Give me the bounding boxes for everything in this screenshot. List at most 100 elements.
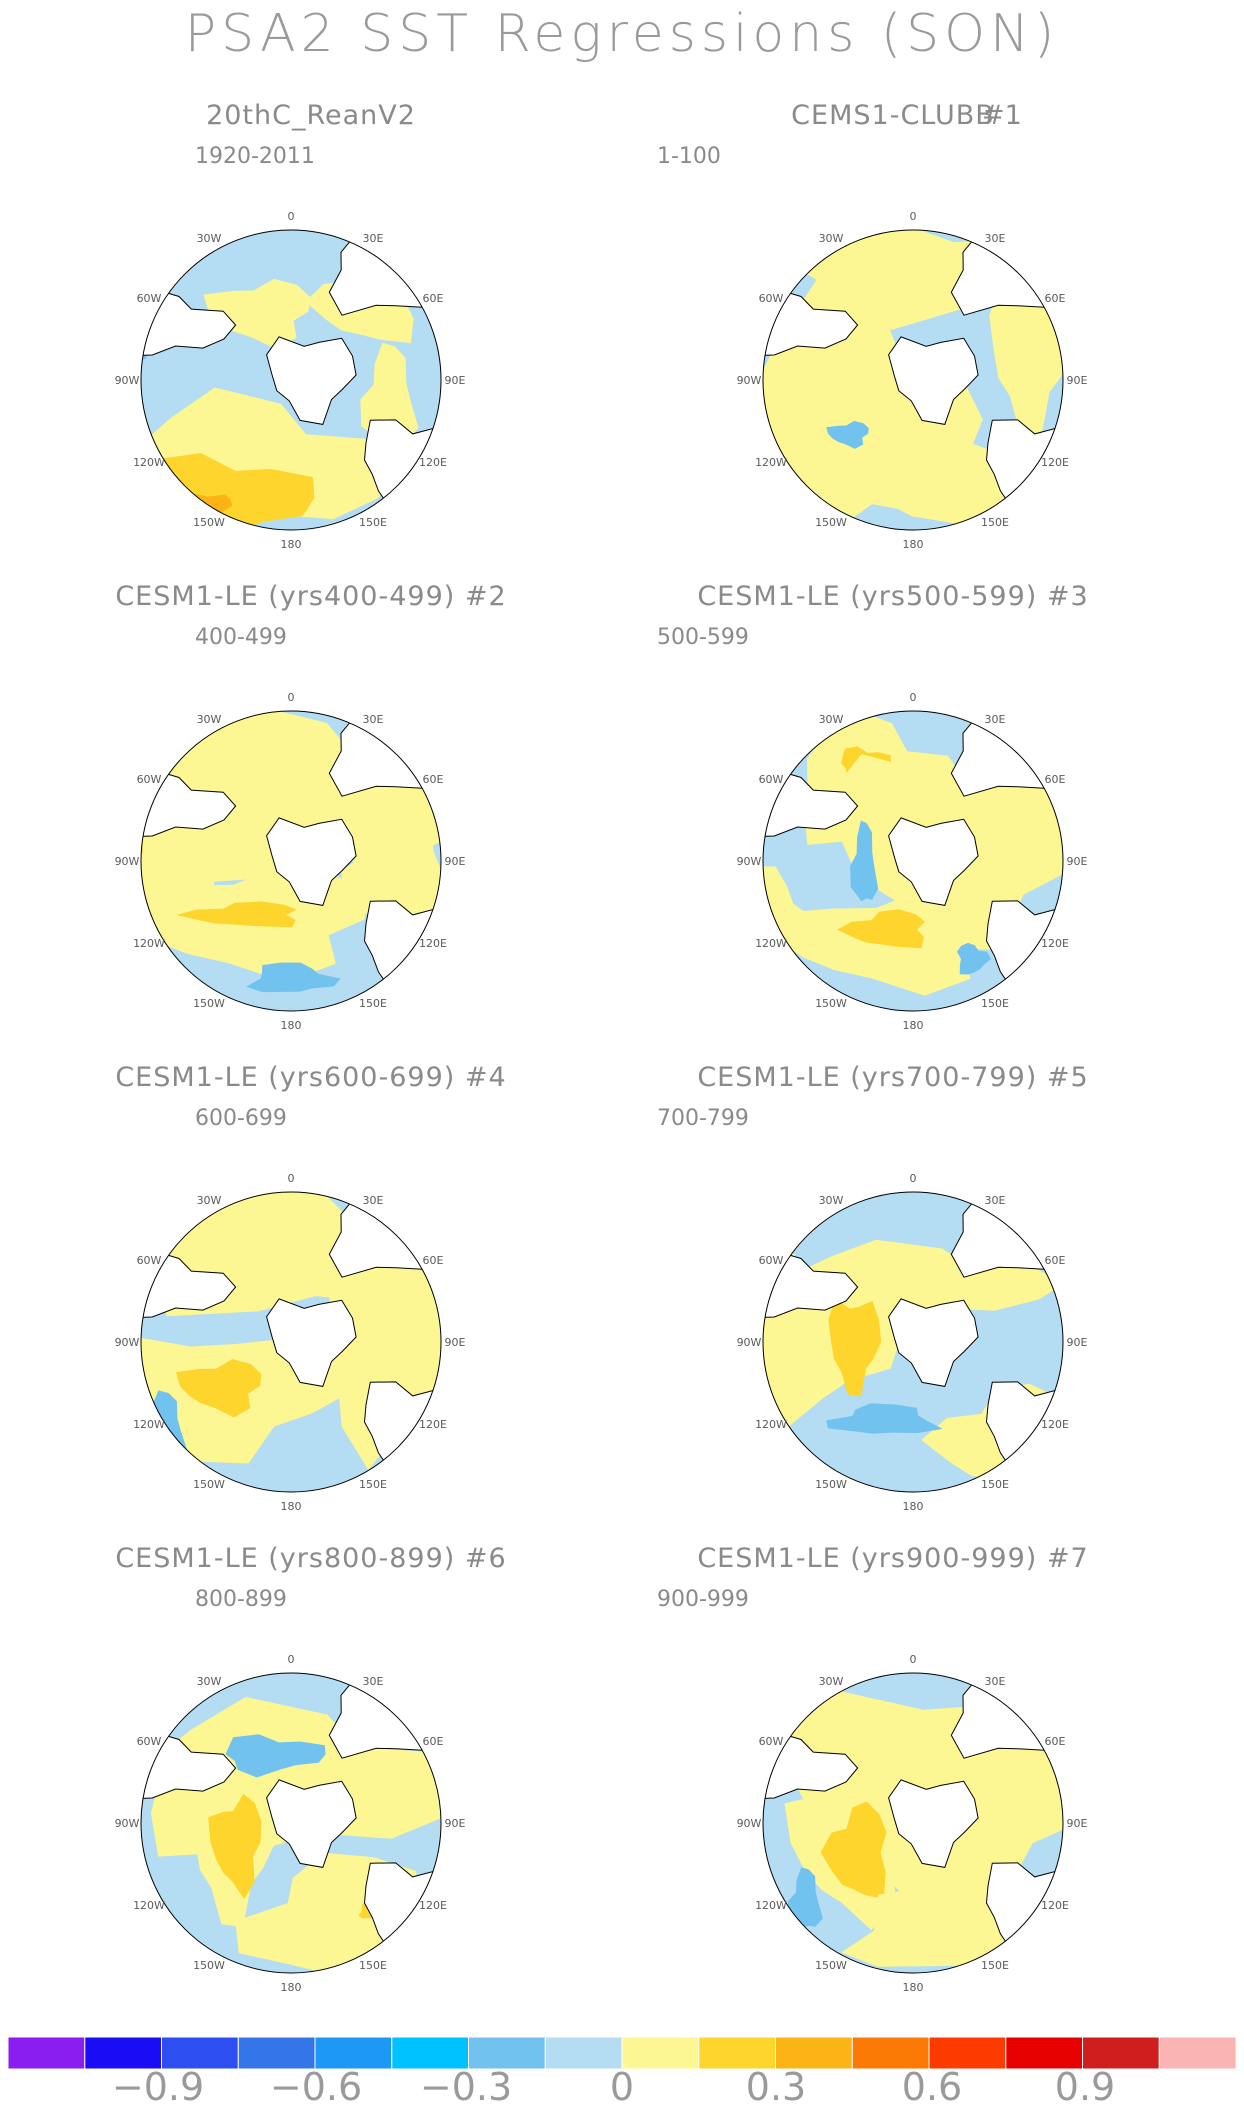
- longitude-label: 30E: [363, 1194, 384, 1207]
- anomaly-field: [763, 711, 1063, 1011]
- longitude-label: 90E: [445, 1336, 466, 1349]
- anomaly-patch: [94, 1765, 138, 1895]
- panel-title: 20thC_ReanV2: [206, 100, 416, 131]
- colorbar-tick-label: 0: [609, 2065, 635, 2109]
- longitude-label: 60E: [1045, 773, 1066, 786]
- longitude-label: 90W: [115, 1817, 140, 1830]
- land-antarctica: [266, 817, 357, 906]
- anomaly-patch: [176, 901, 298, 928]
- colorbar-swatch: [698, 2036, 777, 2070]
- colorbar: [7, 2036, 1237, 2070]
- map-boundary: [762, 710, 1064, 1012]
- anomaly-field: [141, 230, 441, 530]
- longitude-label: 0: [910, 210, 917, 223]
- colorbar-swatch: [237, 2036, 316, 2070]
- longitude-label: 90W: [737, 855, 762, 868]
- colorbar-swatch: [621, 2036, 700, 2070]
- anomaly-patch: [246, 962, 341, 993]
- map-boundary: [140, 1191, 442, 1493]
- panel-le7: CESM1-LE (yrs900-999) #7 900-999 0 30E 60E…: [622, 1543, 1244, 2023]
- longitude-label: 120E: [1041, 1899, 1069, 1912]
- land-antarctica: [266, 1298, 357, 1387]
- panel-le3: CESM1-LE (yrs500-599) #3 500-599 0 30E 60E…: [622, 581, 1244, 1061]
- colorbar-tick-label: 0.6: [901, 2065, 963, 2109]
- colorbar-tick-label: 0.9: [1054, 2065, 1116, 2109]
- anomaly-patch: [324, 1230, 441, 1471]
- longitude-label: 90E: [445, 374, 466, 387]
- longitude-label: 60W: [137, 1735, 162, 1748]
- longitude-label: 150E: [359, 997, 387, 1010]
- longitude-label: 60E: [1045, 1254, 1066, 1267]
- longitude-label: 0: [288, 210, 295, 223]
- longitude-label: 180: [903, 1500, 924, 1513]
- longitude-label: 120W: [133, 1418, 165, 1431]
- longitude-label: 60E: [1045, 292, 1066, 305]
- anomaly-patch: [788, 1867, 823, 1928]
- anomaly-patch: [820, 1801, 887, 1900]
- longitude-label: 60W: [137, 292, 162, 305]
- map-boundary: [762, 229, 1064, 531]
- longitude-label: 30E: [985, 232, 1006, 245]
- map-boundary: [140, 1672, 442, 1974]
- colorbar-tick-label: 0.3: [745, 2065, 807, 2109]
- anomaly-patch: [176, 1359, 262, 1418]
- polar-map: 0 30E 60E 90E 120E 150E 180 150W 120W 90W 60W 30W: [737, 210, 1088, 551]
- anomaly-field: [763, 230, 1063, 530]
- longitude-label: 30E: [985, 1675, 1006, 1688]
- longitude-label: 120W: [755, 1899, 787, 1912]
- anomaly-patch: [341, 802, 441, 924]
- period-label: 600-699: [195, 1106, 287, 1131]
- longitude-label: 0: [910, 1172, 917, 1185]
- longitude-label: 60E: [423, 292, 444, 305]
- panel-title: CESM1-LE (yrs900-999) #7: [697, 1543, 1089, 1574]
- polar-map: 0 30E 60E 90E 120E 150E 180 150W 120W 90W 60W 30W: [115, 210, 466, 551]
- longitude-label: 30W: [197, 1194, 222, 1207]
- longitude-label: 30E: [363, 1675, 384, 1688]
- longitude-label: 180: [281, 1019, 302, 1032]
- land-antarctica: [888, 817, 979, 906]
- longitude-label: 30W: [197, 1675, 222, 1688]
- anomaly-patch: [956, 942, 991, 975]
- colorbar-swatch: [1158, 2036, 1237, 2070]
- period-label: 900-999: [657, 1587, 749, 1612]
- colorbar-swatch: [928, 2036, 1007, 2070]
- longitude-label: 90W: [115, 374, 140, 387]
- longitude-label: 120W: [755, 1418, 787, 1431]
- longitude-label: 120W: [133, 1899, 165, 1912]
- longitude-label: 150E: [981, 1959, 1009, 1972]
- colorbar-swatch: [851, 2036, 930, 2070]
- longitude-label: 60W: [759, 292, 784, 305]
- longitude-label: 180: [281, 1500, 302, 1513]
- longitude-label: 180: [281, 1981, 302, 1994]
- colorbar-swatch: [1082, 2036, 1160, 2070]
- period-label: 700-799: [657, 1106, 749, 1131]
- longitude-label: 150W: [815, 516, 847, 529]
- longitude-label: 60E: [423, 1735, 444, 1748]
- longitude-label: 150W: [815, 1478, 847, 1491]
- map-boundary: [762, 1191, 1064, 1493]
- longitude-label: 30E: [985, 1194, 1006, 1207]
- longitude-label: 120E: [1041, 1418, 1069, 1431]
- longitude-label: 150W: [193, 1478, 225, 1491]
- longitude-label: 120E: [1041, 937, 1069, 950]
- longitude-label: 90E: [1067, 374, 1088, 387]
- anomaly-patch: [826, 1403, 943, 1434]
- period-label: 500-599: [657, 625, 749, 650]
- polar-map: 0 30E 60E 90E 120E 150E 180 150W 120W 90W 60W 30W: [94, 1653, 466, 1994]
- map-boundary: [140, 710, 442, 1012]
- longitude-label: 90E: [1067, 855, 1088, 868]
- anomaly-patch: [203, 278, 311, 349]
- period-label: 1920-2011: [195, 144, 315, 169]
- polar-map: 0 30E 60E 90E 120E 150E 180 150W 120W 90W 60W 30W: [737, 1653, 1088, 1994]
- longitude-label: 150E: [359, 516, 387, 529]
- period-label: 800-899: [195, 1587, 287, 1612]
- anomaly-patch: [360, 342, 419, 444]
- longitude-label: 180: [281, 538, 302, 551]
- longitude-label: 30E: [363, 232, 384, 245]
- panel-title: CESM1-LE (yrs800-899) #6: [115, 1543, 507, 1574]
- land-antarctica: [266, 336, 357, 425]
- longitude-label: 30W: [197, 232, 222, 245]
- longitude-label: 60E: [423, 1254, 444, 1267]
- polar-map: 0 30E 60E 90E 120E 150E 180 150W 120W 90W 60W 30W: [115, 691, 466, 1032]
- panel-le2: CESM1-LE (yrs400-499) #2 400-499 0 30E 60E…: [0, 581, 622, 1061]
